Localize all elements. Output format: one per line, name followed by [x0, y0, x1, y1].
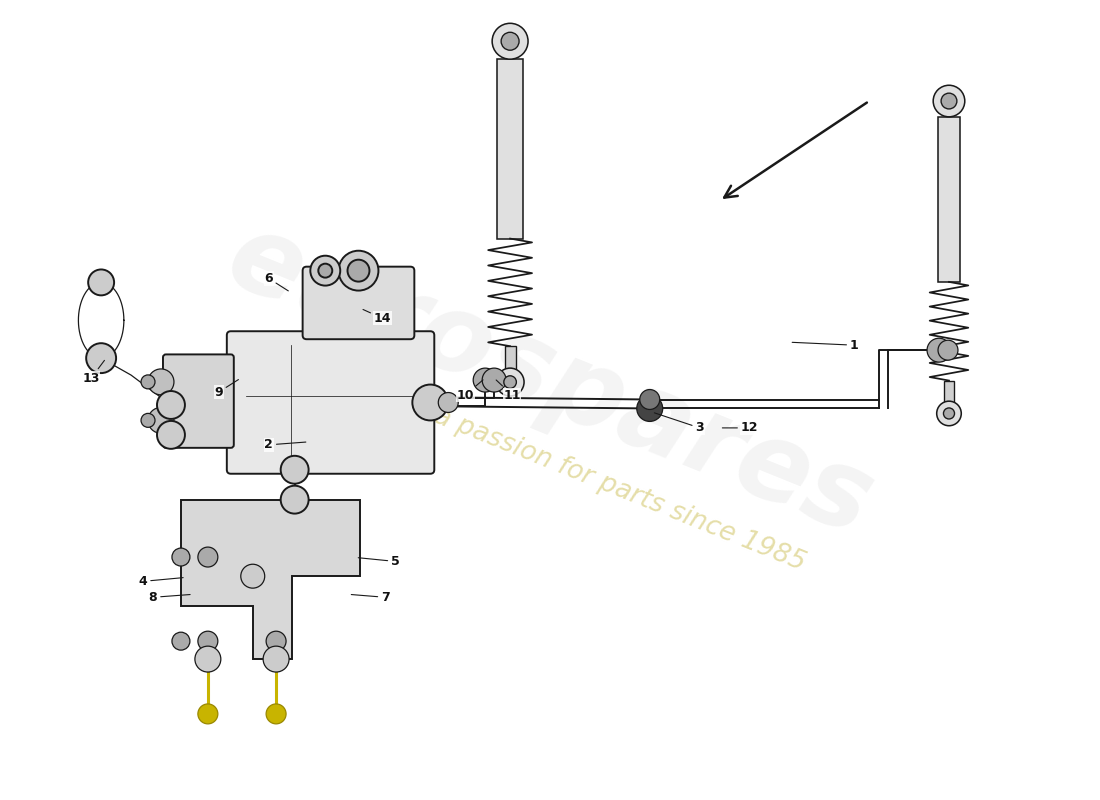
Circle shape — [148, 407, 174, 434]
Circle shape — [339, 250, 378, 290]
Circle shape — [280, 456, 309, 484]
Text: 8: 8 — [148, 591, 190, 604]
Text: 13: 13 — [82, 360, 104, 385]
Circle shape — [496, 368, 524, 396]
Text: 10: 10 — [456, 380, 483, 402]
Circle shape — [263, 646, 289, 672]
Circle shape — [504, 376, 516, 388]
Text: 3: 3 — [654, 413, 704, 434]
Circle shape — [502, 32, 519, 50]
Circle shape — [473, 368, 497, 392]
Circle shape — [195, 646, 221, 672]
Circle shape — [198, 631, 218, 651]
Circle shape — [198, 704, 218, 724]
Text: 4: 4 — [139, 575, 184, 588]
Text: 6: 6 — [264, 272, 288, 291]
Circle shape — [86, 343, 117, 373]
Circle shape — [266, 631, 286, 651]
Circle shape — [348, 260, 370, 282]
FancyBboxPatch shape — [227, 331, 434, 474]
Circle shape — [482, 368, 506, 392]
Circle shape — [141, 375, 155, 389]
Circle shape — [280, 486, 309, 514]
Bar — [944, 381, 954, 414]
Text: 1: 1 — [792, 338, 859, 352]
Bar — [937, 117, 960, 282]
Circle shape — [412, 385, 449, 421]
Bar — [497, 59, 524, 238]
Circle shape — [310, 256, 340, 286]
Text: 2: 2 — [264, 438, 306, 451]
Bar — [505, 346, 516, 382]
Circle shape — [640, 390, 660, 410]
Circle shape — [438, 393, 459, 413]
Circle shape — [318, 264, 332, 278]
Circle shape — [637, 395, 662, 422]
Text: 9: 9 — [214, 379, 239, 398]
Circle shape — [198, 547, 218, 567]
Circle shape — [933, 86, 965, 117]
Circle shape — [172, 632, 190, 650]
Circle shape — [241, 564, 265, 588]
Circle shape — [157, 421, 185, 449]
Circle shape — [942, 93, 957, 109]
Text: 14: 14 — [363, 310, 392, 325]
Circle shape — [492, 23, 528, 59]
Text: 12: 12 — [723, 422, 758, 434]
Circle shape — [266, 704, 286, 724]
Circle shape — [938, 340, 958, 360]
Text: 11: 11 — [496, 380, 520, 402]
FancyBboxPatch shape — [302, 266, 415, 339]
Text: eurospares: eurospares — [212, 202, 888, 558]
Text: 5: 5 — [359, 555, 399, 568]
Circle shape — [88, 270, 114, 295]
Polygon shape — [180, 500, 361, 659]
Text: 7: 7 — [351, 591, 389, 604]
Circle shape — [927, 338, 952, 362]
Circle shape — [141, 414, 155, 427]
Text: a passion for parts since 1985: a passion for parts since 1985 — [430, 403, 810, 576]
Circle shape — [944, 408, 955, 419]
Circle shape — [937, 401, 961, 426]
Circle shape — [172, 548, 190, 566]
Circle shape — [157, 391, 185, 419]
FancyBboxPatch shape — [163, 354, 234, 448]
Circle shape — [148, 369, 174, 395]
